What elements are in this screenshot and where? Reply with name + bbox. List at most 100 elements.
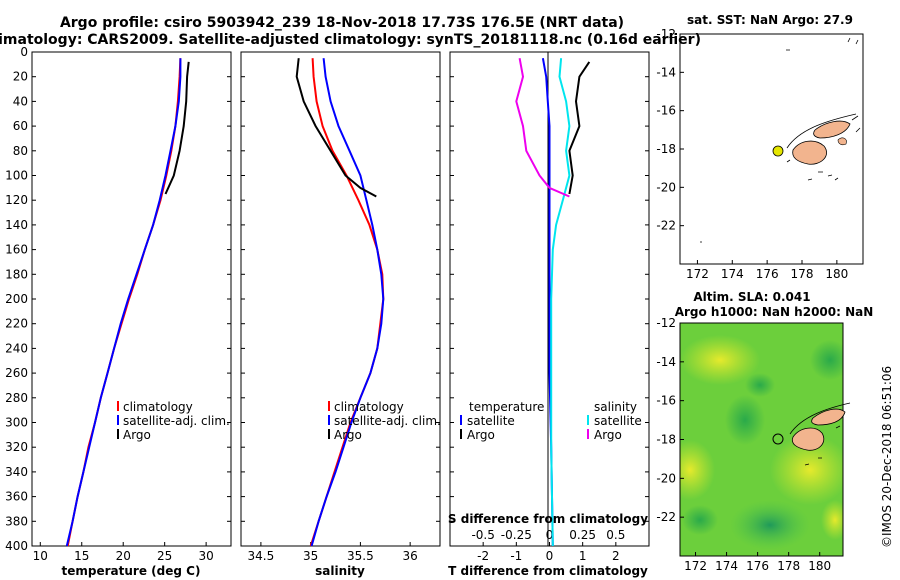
lat-tick-label: -14: [656, 355, 676, 369]
s-difference-label: S difference from climatology: [448, 512, 648, 526]
t-difference-tick-labels: -2 -1 0 1 2: [477, 542, 620, 563]
series-line-argo: [295, 58, 377, 198]
lat-tick-label: -20: [656, 471, 676, 485]
x-tick-label: 2: [612, 549, 620, 563]
x-tick-label: 35.5: [347, 549, 374, 563]
lat-tick-label: -22: [656, 510, 676, 524]
difference-depth-ticks: [450, 51, 649, 547]
series-line-satellite-adj-clim-: [310, 58, 385, 547]
lat-tick-label: -18: [656, 433, 676, 447]
sst-latitude-ticks: -12 -14 -16 -18 -20 -22: [656, 27, 684, 233]
depth-tick-label: 40: [13, 94, 28, 108]
legend-label-satellite: satellite-adj. clim.: [334, 414, 441, 428]
x-tick-label: 36: [403, 549, 418, 563]
series-line-satellite-adj-clim-: [65, 58, 182, 547]
depth-tick-label: 20: [13, 70, 28, 84]
sst-map-panel: sat. SST: NaN Argo: 27.9 172 174 176 178 180…: [656, 13, 864, 281]
lon-tick-label: 176: [756, 267, 779, 281]
lat-tick-label: -12: [656, 27, 676, 41]
sla-map-title-1: Altim. SLA: 0.041: [693, 290, 810, 304]
legend-title-salinity: salinity: [594, 400, 637, 414]
difference-legend: temperature satellite Argo salinity sate…: [460, 400, 642, 442]
x-tick-label: -2: [477, 549, 489, 563]
legend-label-satellite: satellite-adj. clim.: [123, 414, 230, 428]
x-tick-label: 1: [579, 549, 587, 563]
difference-panel: -2 -1 0 1 2 -0.5 -0.25 0 0.25 0.5 S difference f…: [448, 51, 650, 578]
depth-tick-label: 380: [5, 514, 28, 528]
title-line-1: Argo profile: csiro 5903942_239 18-Nov-2…: [60, 15, 624, 31]
sla-latitude-ticks: -12 -14 -16 -18 -20 -22: [656, 316, 684, 524]
temperature-panel: 0 20 40 60 80 100 120 140 160 180 200 220 240 260 280 3…: [5, 45, 232, 578]
legend-label-s-satellite: satellite: [594, 414, 642, 428]
depth-tick-label: 120: [5, 193, 28, 207]
depth-tick-label: 280: [5, 391, 28, 405]
salinity-axes-frame: [240, 51, 441, 547]
depth-tick-label: 160: [5, 243, 28, 257]
temperature-tick-labels: 10 15 20 25 30: [33, 542, 214, 563]
x-tick-label: 30: [198, 549, 213, 563]
series-line-climatology: [309, 58, 385, 547]
sla-map-panel: Altim. SLA: 0.041 Argo h1000: NaN h2000:…: [656, 290, 873, 573]
sla-map-title-2: Argo h1000: NaN h2000: NaN: [675, 305, 874, 319]
depth-tick-label: 300: [5, 416, 28, 430]
lon-tick-label: 174: [715, 559, 738, 573]
lat-tick-label: -18: [656, 142, 676, 156]
argo-position-marker: [772, 145, 784, 157]
lon-tick-label: 176: [746, 559, 769, 573]
x-tick-label: 0: [546, 549, 554, 563]
series-line-s-satellite: [550, 58, 571, 547]
temperature-axes-frame: [31, 51, 232, 547]
salinity-panel: 34.5 35 35.5 36 salinity climatology satell…: [240, 51, 441, 578]
lat-tick-label: -20: [656, 180, 676, 194]
depth-tick-label: 180: [5, 267, 28, 281]
lon-tick-label: 172: [684, 559, 707, 573]
sst-map-title: sat. SST: NaN Argo: 27.9: [687, 13, 853, 27]
legend-label-s-argo: Argo: [594, 428, 622, 442]
land-viti-levu: [792, 140, 827, 165]
small-islands: [789, 402, 851, 466]
depth-tick-label: 240: [5, 341, 28, 355]
depth-tick-label: 80: [13, 144, 28, 158]
lat-tick-label: -12: [656, 316, 676, 330]
lat-tick-label: -14: [656, 65, 676, 79]
x-tick-label: -1: [510, 549, 522, 563]
land-viti-levu: [791, 427, 825, 451]
s-tick-label: 0: [546, 528, 554, 542]
depth-tick-label: 340: [5, 465, 28, 479]
argo-position-marker: [772, 433, 784, 445]
salinity-depth-ticks: [241, 51, 440, 547]
salinity-tick-labels: 34.5 35 35.5 36: [248, 542, 418, 563]
temperature-legend: climatology satellite-adj. clim. Argo: [117, 400, 230, 442]
s-tick-label: -0.5: [471, 528, 494, 542]
legend-label-argo: Argo: [334, 428, 362, 442]
t-difference-label: T difference from climatology: [448, 564, 648, 578]
legend-label-climatology: climatology: [123, 400, 193, 414]
x-tick-label: 10: [33, 549, 48, 563]
s-tick-label: 0.25: [569, 528, 596, 542]
sst-longitude-ticks: 172 174 176 178 180: [686, 260, 848, 281]
depth-tick-label: 140: [5, 218, 28, 232]
depth-tick-label: 60: [13, 119, 28, 133]
depth-tick-label: 360: [5, 490, 28, 504]
temperature-xlabel: temperature (deg C): [62, 564, 201, 578]
x-tick-label: 25: [157, 549, 172, 563]
salinity-xlabel: salinity: [315, 564, 365, 578]
series-line-t-argo: [568, 61, 591, 195]
x-tick-label: 15: [74, 549, 89, 563]
lon-tick-label: 180: [825, 267, 848, 281]
sst-coastline: [700, 37, 861, 243]
salinity-series: [295, 58, 385, 547]
depth-tick-labels: 0 20 40 60 80 100 120 140 160 180 200 220 240 260 280 3…: [5, 45, 231, 553]
legend-label-climatology: climatology: [334, 400, 404, 414]
legend-label-t-satellite: satellite: [467, 414, 515, 428]
difference-series: [515, 58, 591, 547]
depth-tick-label: 0: [20, 45, 28, 59]
series-line-argo: [164, 61, 190, 195]
lon-tick-label: 178: [777, 559, 800, 573]
depth-tick-label: 220: [5, 317, 28, 331]
sst-map-frame: [679, 33, 864, 265]
temperature-series: [65, 58, 190, 547]
s-tick-label: 0.5: [606, 528, 625, 542]
depth-tick-label: 200: [5, 292, 28, 306]
